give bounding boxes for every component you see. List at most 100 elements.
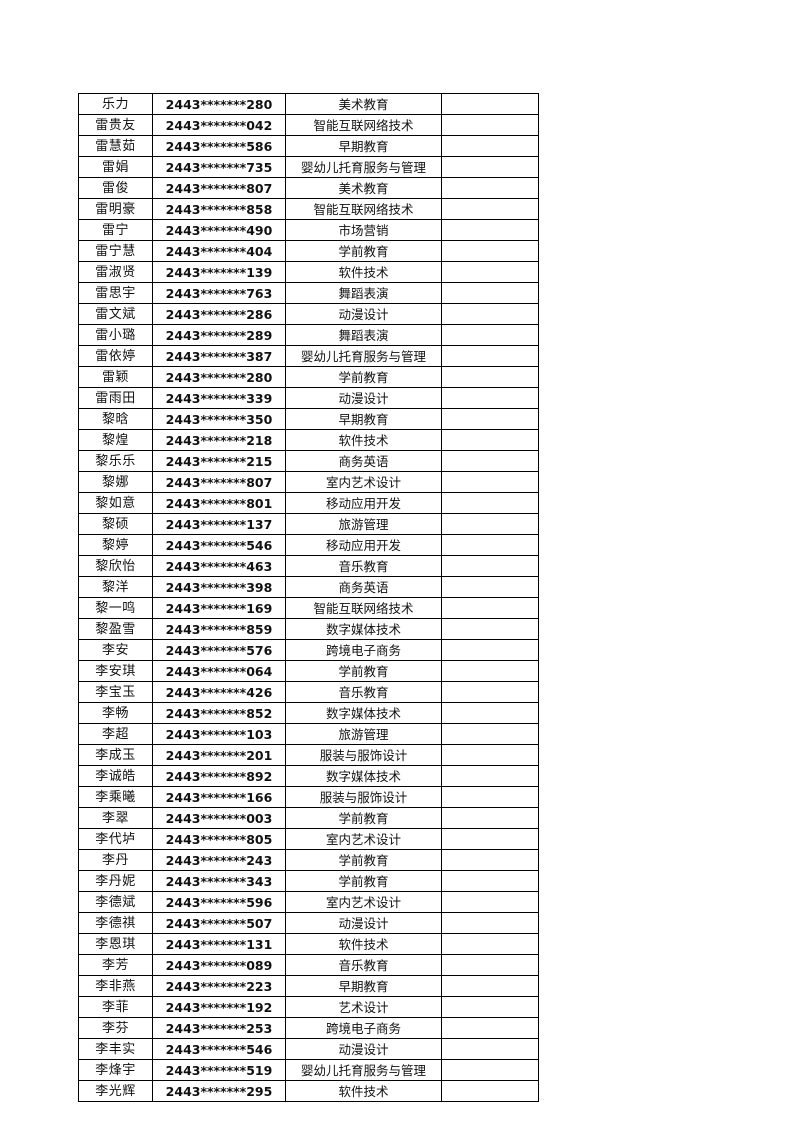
table-row: 黎煌 2443*******218 软件技术 [78,429,539,451]
cell-student-name: 李芬 [78,1017,153,1039]
cell-student-name: 黎如意 [78,492,153,514]
cell-id-number: 2443*******807 [152,177,286,199]
cell-remark [441,576,539,598]
cell-id-number: 2443*******286 [152,303,286,325]
cell-remark [441,828,539,850]
cell-major: 软件技术 [285,429,442,451]
cell-student-name: 雷文斌 [78,303,153,325]
cell-remark [441,114,539,136]
table-row: 李安琪 2443*******064 学前教育 [78,660,539,682]
cell-student-name: 雷淑贤 [78,261,153,283]
cell-remark [441,702,539,724]
cell-student-name: 雷思宇 [78,282,153,304]
cell-id-number: 2443*******089 [152,954,286,976]
cell-id-number: 2443*******289 [152,324,286,346]
table-row: 雷明豪 2443*******858 智能互联网络技术 [78,198,539,220]
table-row: 李芳 2443*******089 音乐教育 [78,954,539,976]
cell-id-number: 2443*******243 [152,849,286,871]
cell-remark [441,933,539,955]
table-row: 黎欣怡 2443*******463 音乐教育 [78,555,539,577]
cell-major: 早期教育 [285,408,442,430]
cell-remark [441,240,539,262]
cell-major: 跨境电子商务 [285,1017,442,1039]
cell-remark [441,597,539,619]
table-row: 李宝玉 2443*******426 音乐教育 [78,681,539,703]
cell-student-name: 李畅 [78,702,153,724]
cell-student-name: 雷雨田 [78,387,153,409]
cell-major: 音乐教育 [285,555,442,577]
cell-id-number: 2443*******350 [152,408,286,430]
cell-student-name: 黎娜 [78,471,153,493]
cell-id-number: 2443*******169 [152,597,286,619]
cell-student-name: 李非燕 [78,975,153,997]
cell-remark [441,912,539,934]
table-row: 黎一鸣 2443*******169 智能互联网络技术 [78,597,539,619]
cell-id-number: 2443*******215 [152,450,286,472]
cell-student-name: 黎乐乐 [78,450,153,472]
cell-remark [441,723,539,745]
cell-id-number: 2443*******192 [152,996,286,1018]
cell-student-name: 李宝玉 [78,681,153,703]
cell-remark [441,534,539,556]
cell-major: 学前教育 [285,807,442,829]
cell-id-number: 2443*******339 [152,387,286,409]
cell-remark [441,408,539,430]
cell-student-name: 雷颖 [78,366,153,388]
cell-student-name: 雷俊 [78,177,153,199]
cell-id-number: 2443*******103 [152,723,286,745]
table-row: 雷宁慧 2443*******404 学前教育 [78,240,539,262]
cell-major: 舞蹈表演 [285,282,442,304]
cell-id-number: 2443*******387 [152,345,286,367]
table-row: 雷宁 2443*******490 市场营销 [78,219,539,241]
cell-major: 智能互联网络技术 [285,198,442,220]
cell-student-name: 黎煌 [78,429,153,451]
cell-major: 服装与服饰设计 [285,744,442,766]
cell-id-number: 2443*******596 [152,891,286,913]
table-row: 李安 2443*******576 跨境电子商务 [78,639,539,661]
roster-table: 乐力 2443*******280 美术教育 雷贵友 2443*******042 智能互… [78,93,539,1102]
cell-id-number: 2443*******426 [152,681,286,703]
cell-student-name: 黎一鸣 [78,597,153,619]
table-row: 李诚皓 2443*******892 数字媒体技术 [78,765,539,787]
cell-id-number: 2443*******507 [152,912,286,934]
cell-remark [441,807,539,829]
cell-remark [441,639,539,661]
table-row: 李畅 2443*******852 数字媒体技术 [78,702,539,724]
cell-major: 市场营销 [285,219,442,241]
cell-major: 数字媒体技术 [285,702,442,724]
cell-id-number: 2443*******137 [152,513,286,535]
cell-remark [441,261,539,283]
cell-remark [441,387,539,409]
cell-student-name: 李超 [78,723,153,745]
cell-major: 软件技术 [285,1080,442,1102]
table-row: 雷雨田 2443*******339 动漫设计 [78,387,539,409]
cell-major: 早期教育 [285,975,442,997]
cell-remark [441,93,539,115]
cell-student-name: 雷明豪 [78,198,153,220]
cell-remark [441,471,539,493]
cell-remark [441,954,539,976]
cell-remark [441,177,539,199]
cell-remark [441,429,539,451]
cell-major: 舞蹈表演 [285,324,442,346]
cell-major: 动漫设计 [285,1038,442,1060]
roster-table-container: 乐力 2443*******280 美术教育 雷贵友 2443*******042 智能互… [78,93,539,1102]
cell-remark [441,1080,539,1102]
cell-remark [441,492,539,514]
cell-student-name: 李恩琪 [78,933,153,955]
cell-remark [441,975,539,997]
table-row: 李翠 2443*******003 学前教育 [78,807,539,829]
cell-major: 动漫设计 [285,303,442,325]
cell-id-number: 2443*******398 [152,576,286,598]
cell-id-number: 2443*******546 [152,1038,286,1060]
cell-id-number: 2443*******801 [152,492,286,514]
cell-student-name: 李安琪 [78,660,153,682]
cell-remark [441,324,539,346]
cell-student-name: 李翠 [78,807,153,829]
table-row: 李丹妮 2443*******343 学前教育 [78,870,539,892]
cell-student-name: 雷宁 [78,219,153,241]
cell-remark [441,513,539,535]
cell-remark [441,135,539,157]
cell-remark [441,303,539,325]
cell-major: 学前教育 [285,660,442,682]
